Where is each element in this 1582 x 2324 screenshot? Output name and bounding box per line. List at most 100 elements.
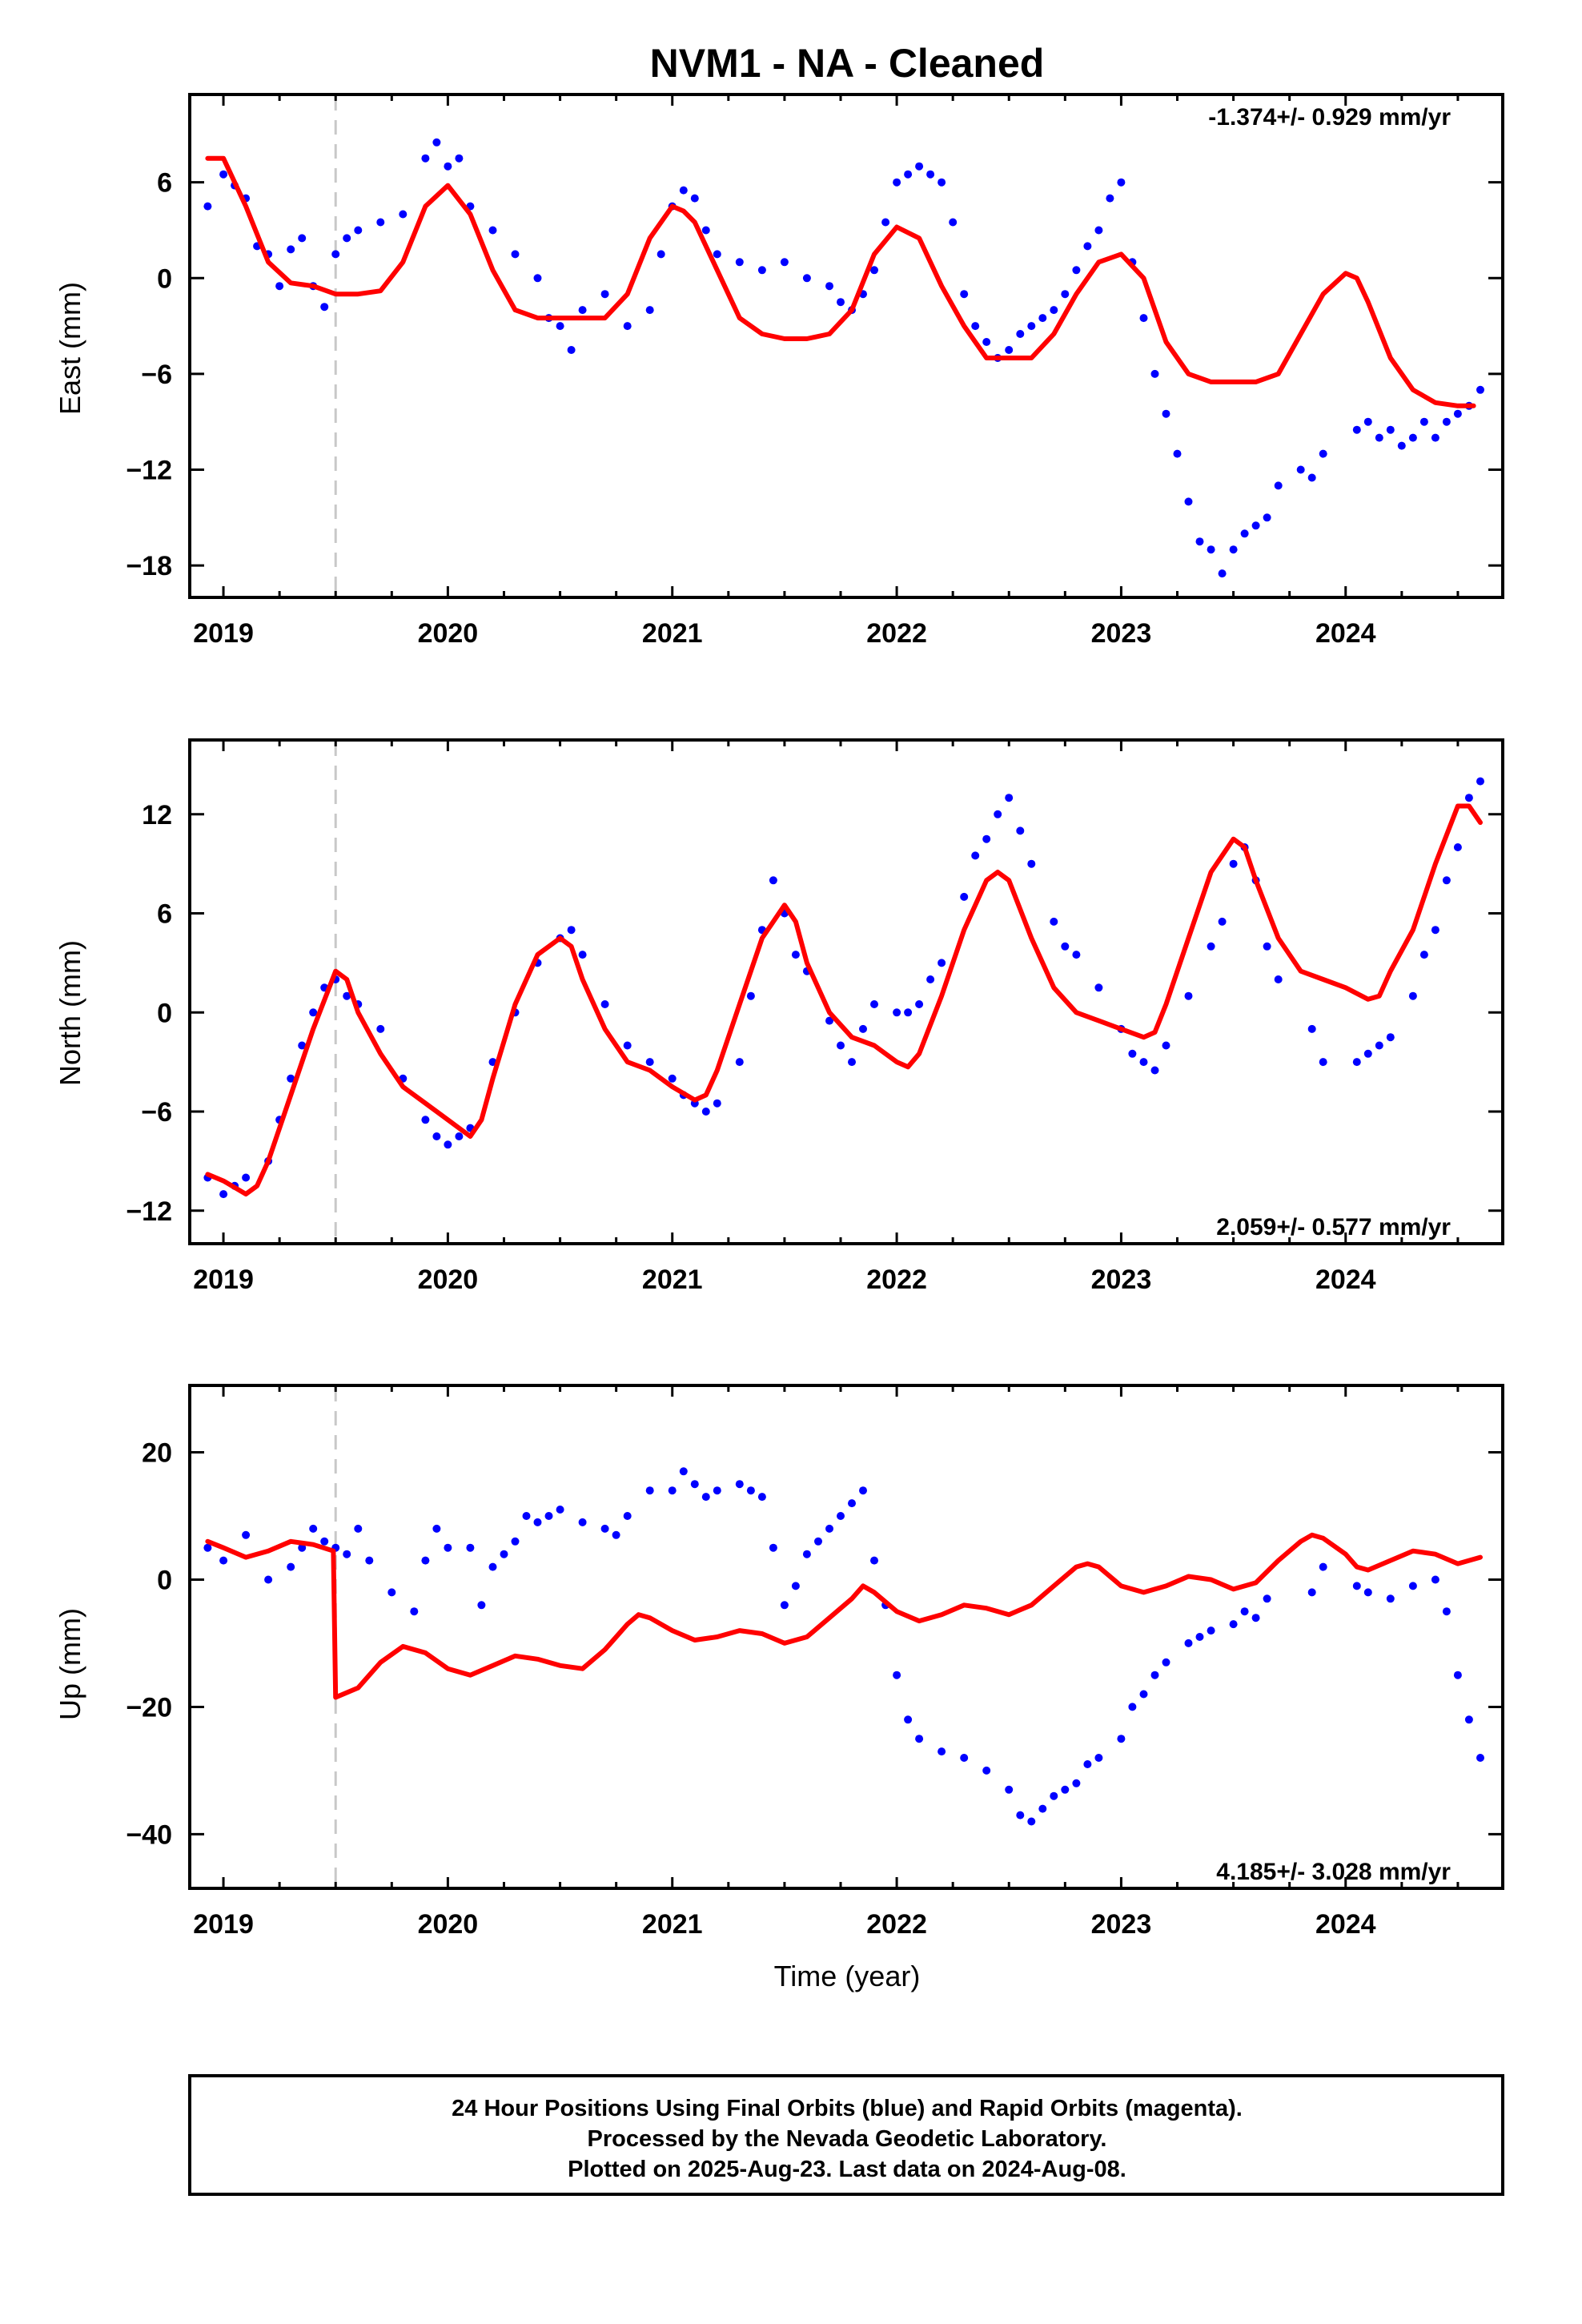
data-point: [1352, 425, 1361, 434]
data-point: [893, 1008, 901, 1017]
data-point: [556, 322, 564, 331]
panel-east: 2019 2020 2021 2022 2023 2024 6 0 −6 −12 −18 East …: [54, 93, 1504, 649]
data-point: [1408, 991, 1417, 1000]
data-point: [432, 1524, 441, 1533]
data-point: [544, 1512, 553, 1520]
data-point: [500, 1550, 508, 1558]
model-line: [205, 1532, 1483, 1700]
data-point: [1386, 1594, 1395, 1603]
data-point: [219, 1556, 228, 1565]
x-tick-label: 2022: [866, 1265, 927, 1295]
data-point: [713, 1486, 721, 1495]
data-point: [488, 1562, 497, 1571]
data-point: [365, 1556, 374, 1565]
data-point: [780, 258, 789, 267]
data-point: [1229, 1620, 1238, 1629]
data-point: [701, 1108, 710, 1116]
data-point: [1363, 1588, 1372, 1597]
data-point: [1195, 537, 1204, 546]
data-point: [1094, 983, 1103, 992]
data-point: [735, 1058, 744, 1067]
data-point: [1307, 1588, 1316, 1597]
x-axis-label: Time (year): [774, 1960, 921, 1992]
data-point: [376, 1024, 385, 1033]
data-point: [915, 162, 924, 171]
data-point: [1251, 1614, 1260, 1622]
data-point: [1263, 942, 1271, 951]
data-point: [938, 178, 946, 187]
data-point: [1139, 1058, 1148, 1067]
data-point: [219, 170, 228, 179]
panel-up: 2019 2020 2021 2022 2023 2024 20 0 −20 −40 Up (mm…: [54, 1384, 1504, 1940]
data-point: [203, 202, 212, 211]
data-point: [522, 1512, 531, 1520]
data-point: [960, 892, 969, 901]
data-point: [1173, 449, 1182, 458]
data-point: [1218, 917, 1227, 926]
data-point: [645, 1486, 654, 1495]
x-tick-label: 2020: [418, 618, 479, 649]
data-point: [1453, 1671, 1462, 1679]
data-point: [287, 1074, 295, 1083]
data-point: [1442, 1607, 1451, 1616]
data-point: [1419, 951, 1428, 959]
data-point: [1319, 1058, 1327, 1067]
data-point: [1464, 794, 1473, 802]
data-point: [1263, 513, 1271, 522]
data-point: [1072, 951, 1081, 959]
data-point: [1050, 917, 1058, 926]
y-tick-label: 0: [157, 998, 172, 1028]
data-point: [1453, 843, 1462, 851]
y-tick-label: 6: [157, 168, 172, 199]
data-point: [219, 1190, 228, 1199]
data-point: [1038, 1804, 1047, 1813]
data-point: [1038, 314, 1047, 323]
plot-frame: [188, 738, 1504, 1245]
data-point: [690, 1480, 699, 1489]
y-axis-label-east: East (mm): [54, 282, 86, 415]
data-point: [1117, 1735, 1126, 1743]
y-tick-label: −18: [126, 551, 172, 581]
data-point: [645, 306, 654, 315]
data-point: [904, 1715, 913, 1724]
data-point: [1375, 433, 1383, 442]
data-point: [1162, 409, 1170, 418]
data-point: [421, 1116, 430, 1124]
data-point: [1083, 242, 1092, 251]
data-point: [1408, 433, 1417, 442]
x-tick-label: 2020: [418, 1909, 479, 1940]
data-point: [1184, 497, 1193, 506]
data-point: [320, 303, 329, 312]
data-point: [713, 250, 721, 259]
model-line: [205, 155, 1476, 408]
plot-area-north: 2019 2020 2021 2022 2023 2024 12 6 0 −6 −12: [126, 738, 1504, 1295]
footer-line-3: Plotted on 2025-Aug-23. Last data on 202…: [568, 2157, 1126, 2182]
data-point: [994, 810, 1002, 818]
x-tick-label: 2024: [1315, 1909, 1376, 1940]
data-point: [881, 218, 890, 227]
data-point: [701, 1493, 710, 1502]
data-point: [982, 834, 991, 843]
data-point: [578, 951, 587, 959]
data-point: [656, 250, 665, 259]
y-tick-label: 0: [157, 1565, 172, 1595]
x-tick-label: 2024: [1315, 618, 1376, 649]
data-point: [1016, 1811, 1025, 1819]
data-point: [1251, 521, 1260, 530]
data-point: [1027, 1817, 1036, 1826]
y-tick-label: −40: [126, 1819, 172, 1850]
data-point: [870, 1000, 878, 1008]
data-point: [769, 1543, 777, 1552]
x-tick-label: 2021: [642, 1909, 703, 1940]
data-point: [1050, 1791, 1058, 1800]
y-tick-label: −12: [126, 456, 172, 486]
data-point: [1072, 1779, 1081, 1787]
data-point: [1005, 794, 1014, 802]
x-tick-label: 2019: [193, 1265, 254, 1295]
data-point: [1162, 1658, 1170, 1667]
data-point: [757, 1493, 766, 1502]
x-tick-label: 2023: [1091, 1265, 1152, 1295]
y-tick-label: −6: [141, 1097, 172, 1128]
